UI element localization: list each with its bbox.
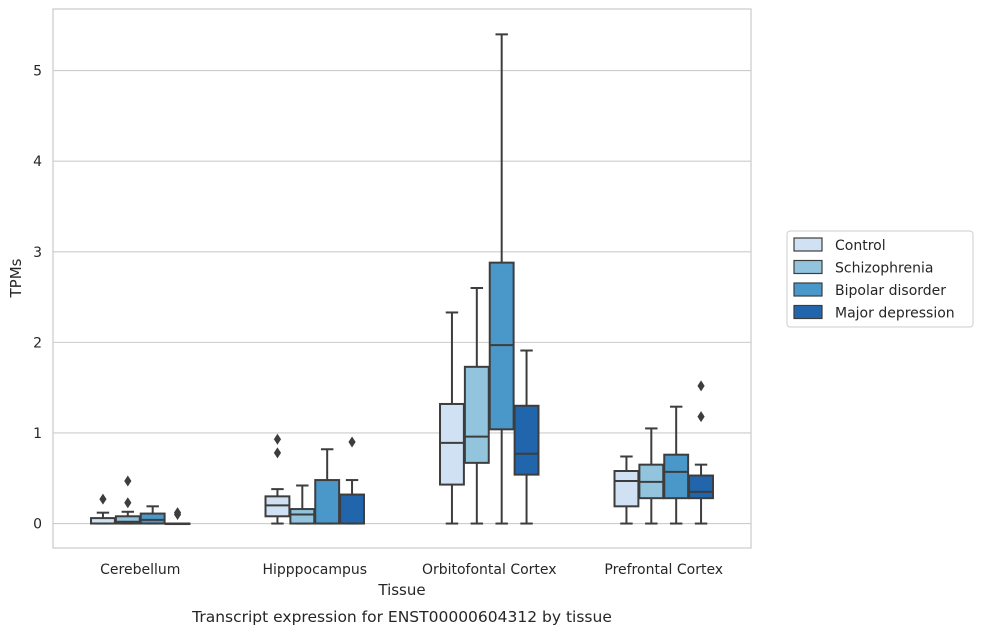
x-tick-label: Prefrontal Cortex	[604, 562, 723, 578]
box-body	[463, 365, 490, 464]
x-axis-label: Tissue	[377, 581, 425, 599]
legend: Control Schizophrenia Bipolar disorder Majo…	[786, 230, 974, 328]
box-orbitofontal-cortex	[463, 287, 490, 525]
legend-swatch	[793, 237, 823, 252]
y-tick-label: 0	[33, 517, 42, 533]
box-cerebellum	[90, 493, 116, 525]
legend-frame	[786, 230, 974, 328]
legend-label: Bipolar disorder	[835, 283, 946, 299]
outlier-marker	[124, 475, 132, 487]
plot-frame	[52, 8, 752, 549]
box-body	[613, 470, 640, 508]
box-cerebellum	[139, 505, 166, 525]
series-major-depression	[164, 349, 714, 526]
box-body	[339, 493, 365, 525]
outlier-marker	[697, 380, 705, 392]
x-tick-labels: Cerebellum Hipppocampus Orbitofontal Corte…	[100, 562, 723, 578]
outlier-marker	[273, 433, 282, 445]
box-series-group	[90, 33, 714, 526]
series-bipolar-disorder	[139, 33, 690, 525]
box-hipppocampus	[289, 484, 316, 525]
box-body	[139, 512, 166, 525]
outlier-marker	[99, 493, 107, 505]
legend-swatch	[793, 304, 823, 320]
y-tick-label: 1	[33, 426, 42, 442]
y-tick-label: 2	[33, 335, 42, 351]
box-body	[513, 404, 540, 476]
legend-swatch	[793, 259, 823, 275]
x-tick-label: Hipppocampus	[262, 562, 367, 578]
y-tick-labels: 0 1 2 3 4 5	[33, 64, 42, 533]
y-axis-label: TPMs	[7, 258, 25, 298]
outlier-marker	[124, 497, 132, 509]
series-schizophrenia	[114, 287, 665, 525]
legend-label: Major depression	[835, 306, 955, 322]
box-hipppocampus	[264, 433, 291, 525]
y-tick-label: 5	[33, 64, 42, 80]
legend-swatch	[793, 282, 823, 297]
box-body	[688, 474, 714, 500]
y-tick-label: 3	[33, 245, 42, 261]
box-prefrontal-cortex	[613, 455, 640, 525]
box-orbitofontal-cortex	[513, 349, 540, 525]
outlier-marker	[173, 507, 182, 519]
x-tick-label: Cerebellum	[100, 562, 180, 578]
legend-label: Schizophrenia	[835, 261, 933, 277]
box-body	[314, 479, 341, 525]
box-body	[289, 508, 316, 525]
box-body	[663, 453, 690, 500]
chart-caption: Transcript expression for ENST0000060431…	[191, 608, 612, 626]
x-tick-label: Orbitofontal Cortex	[422, 562, 557, 578]
series-control	[90, 311, 640, 525]
box-orbitofontal-cortex	[488, 33, 515, 525]
box-prefrontal-cortex	[688, 380, 714, 525]
outlier-marker	[697, 411, 705, 423]
box-hipppocampus	[314, 448, 341, 525]
box-orbitofontal-cortex	[439, 311, 465, 525]
box-hipppocampus	[339, 436, 365, 525]
outlier-marker	[348, 436, 356, 448]
box-body	[439, 402, 465, 486]
box-cerebellum	[164, 507, 191, 526]
y-tick-label: 4	[33, 154, 42, 170]
outlier-marker	[273, 447, 282, 459]
legend-label: Control	[835, 238, 886, 254]
